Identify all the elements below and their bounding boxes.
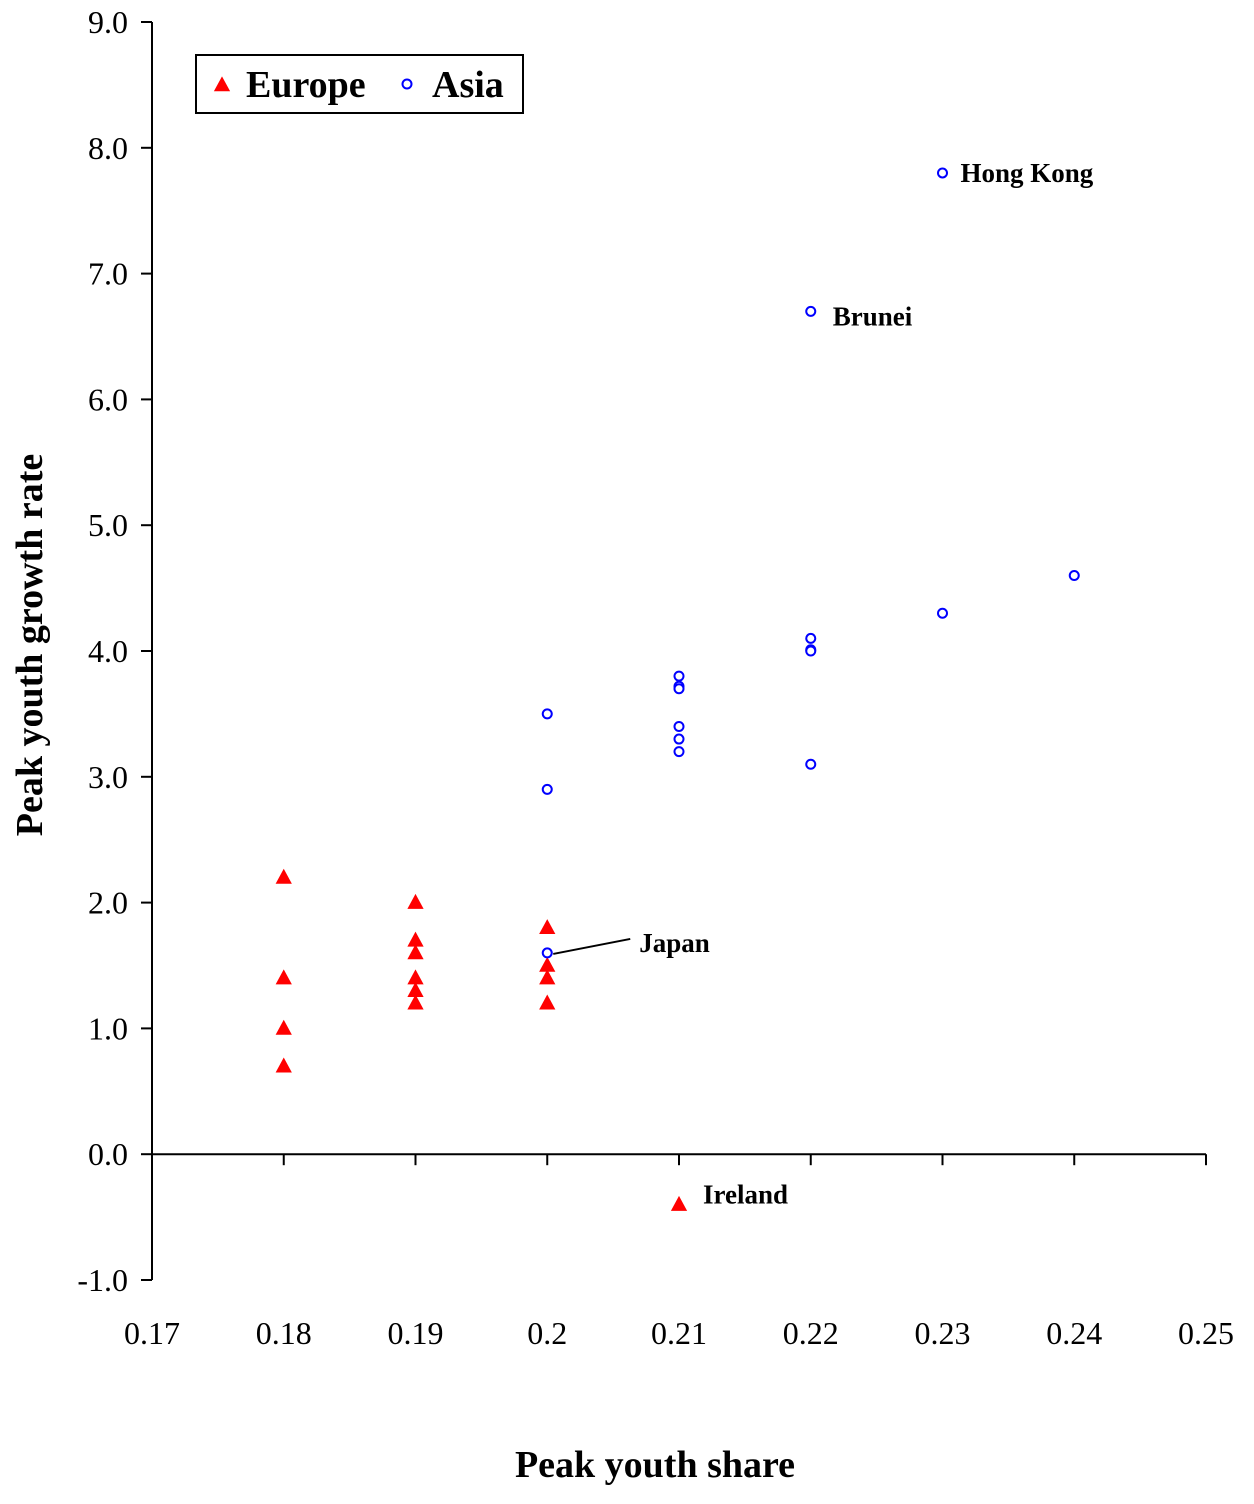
- europe-point: [275, 1019, 292, 1035]
- x-axis-title: Peak youth share: [515, 1444, 795, 1486]
- asia-point: [673, 683, 685, 695]
- tick-marks: [141, 21, 1207, 1281]
- y-tick-label: 6.0: [88, 381, 128, 417]
- europe-point: [670, 1195, 688, 1211]
- europe-point: [275, 1057, 292, 1073]
- x-tick-label: 0.22: [783, 1315, 839, 1351]
- europe-point: [275, 969, 292, 985]
- legend-asia-marker: [401, 78, 413, 90]
- asia-point: [1068, 570, 1080, 582]
- x-tick-label: 0.25: [1178, 1315, 1234, 1351]
- x-tick-label: 0.17: [124, 1315, 180, 1351]
- europe-point: [539, 919, 556, 935]
- asia-point: [541, 947, 553, 959]
- europe-point: [539, 994, 556, 1010]
- europe-point: [539, 969, 556, 985]
- europe-point: [539, 956, 556, 972]
- y-axis-title: Peak youth growth rate: [9, 454, 51, 836]
- europe-point: [407, 931, 424, 947]
- y-tick-label: 9.0: [88, 4, 128, 40]
- y-tick-label: 3.0: [88, 759, 128, 795]
- annotations: Hong Kong Brunei Japan Ireland: [553, 158, 1094, 1210]
- europe-point: [407, 981, 424, 997]
- y-tick-label: -1.0: [77, 1262, 128, 1298]
- x-tick-label: 0.24: [1046, 1315, 1102, 1351]
- asia-point: [937, 167, 948, 179]
- annotation-leader-line: [553, 937, 631, 955]
- legend-europe-label: Europe: [246, 64, 366, 106]
- europe-point: [407, 944, 424, 960]
- y-tick-label: 4.0: [88, 633, 128, 669]
- x-tick-label: 0.21: [651, 1315, 707, 1351]
- asia-point: [673, 733, 685, 745]
- asia-point: [673, 746, 685, 758]
- legend-box: [195, 54, 524, 114]
- data-points: [275, 167, 1080, 1211]
- europe-point: [407, 994, 424, 1010]
- asia-point: [673, 670, 685, 682]
- legend-europe-marker: [213, 76, 231, 92]
- asia-point: [937, 607, 948, 619]
- legend-asia-label: Asia: [432, 64, 504, 106]
- europe-point: [407, 969, 424, 985]
- x-tick-label: 0.18: [256, 1315, 312, 1351]
- asia-point: [541, 708, 553, 720]
- annotation-label: Ireland: [703, 1180, 788, 1210]
- europe-point: [407, 893, 424, 909]
- asia-point: [805, 758, 817, 770]
- y-tick-label: 0.0: [88, 1136, 128, 1172]
- y-tick-label: 7.0: [88, 256, 128, 292]
- asia-point: [805, 645, 817, 657]
- asia-point: [541, 783, 553, 795]
- annotation-label: Japan: [639, 928, 710, 958]
- axes: [151, 22, 1206, 1280]
- x-tick-label: 0.19: [388, 1315, 444, 1351]
- x-tick-label: 0.2: [527, 1315, 567, 1351]
- tick-labels: -1.0 0.0 1.0 2.0 3.0 4.0 5.0 6.0 7.0 8.0 9.0 0.17 0.…: [77, 4, 1234, 1351]
- asia-point: [805, 632, 817, 644]
- x-tick-label: 0.23: [915, 1315, 971, 1351]
- y-tick-label: 5.0: [88, 507, 128, 543]
- y-tick-label: 2.0: [88, 885, 128, 921]
- y-tick-label: 1.0: [88, 1010, 128, 1046]
- asia-point: [673, 720, 685, 732]
- y-tick-label: 8.0: [88, 130, 128, 166]
- europe-point: [275, 868, 292, 884]
- asia-point: [805, 305, 817, 317]
- annotation-label: Brunei: [833, 301, 913, 331]
- annotation-label: Hong Kong: [961, 158, 1094, 188]
- legend: Europe Asia: [195, 54, 524, 114]
